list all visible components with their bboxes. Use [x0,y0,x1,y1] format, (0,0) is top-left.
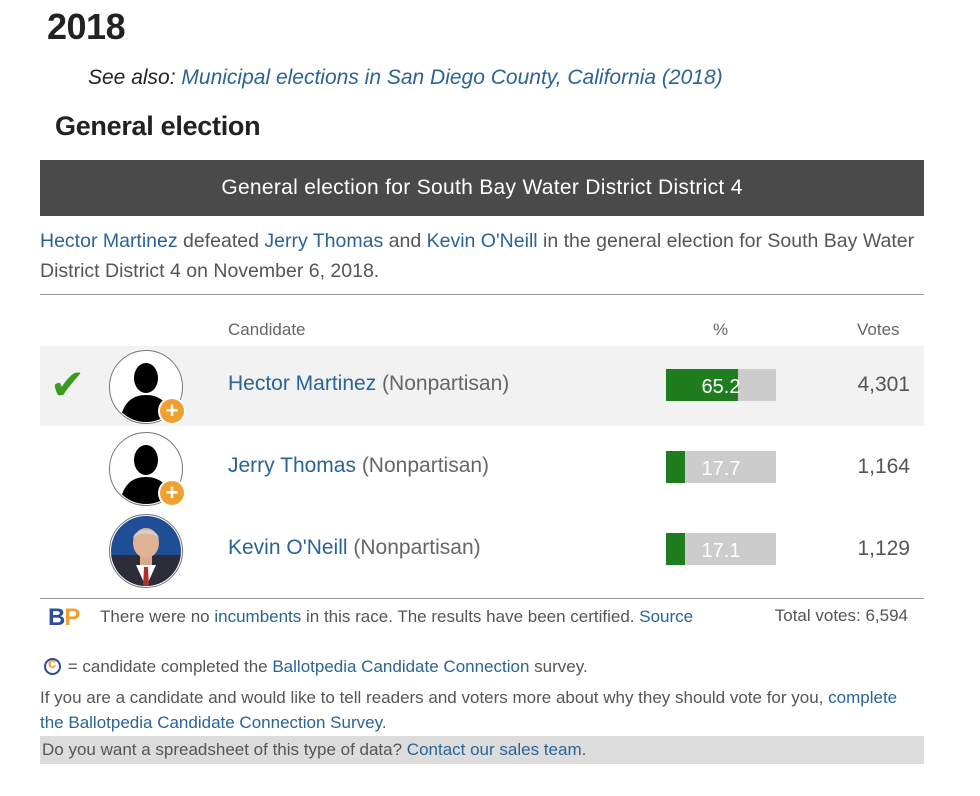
year-heading: 2018 [47,6,126,47]
percent-label: 65.2 [701,376,741,398]
headshot-icon [111,516,181,586]
incumbents-link[interactable]: incumbents [214,607,302,626]
divider [40,598,924,599]
summary-opponent-link[interactable]: Kevin O'Neill [426,230,538,252]
percent-bar: 17.1 [666,533,776,565]
survey-invite: If you are a candidate and would like to… [40,688,898,732]
candidate-row: Kevin O'Neill (Nonpartisan) 17.1 1,129 [40,510,924,590]
winner-check-icon: ✔ [50,361,86,408]
sales-contact-link[interactable]: Contact our sales team [406,740,582,759]
percent-bar: 17.7 [666,451,776,483]
survey-link[interactable]: complete the Ballotpedia Candidate Conne… [40,688,898,732]
candidate-party: (Nonpartisan) [376,372,510,395]
candidate-connection-icon [44,655,61,675]
candidate-photo[interactable] [109,514,183,588]
candidate-name: Jerry Thomas (Nonpartisan) [228,454,489,478]
plus-icon[interactable]: + [158,397,186,425]
see-also-label: See also: [88,66,176,89]
candidate-name: Hector Martinez (Nonpartisan) [228,372,509,396]
candidate-photo[interactable]: + [109,432,186,507]
vote-count: 1,164 [857,455,910,478]
vote-count: 1,129 [857,537,910,560]
candidate-link[interactable]: Jerry Thomas [228,454,356,477]
percent-bar-fill [666,451,686,483]
candidate-row: ✔ + Hector Martinez (Nonpartisan) 65.2 4… [40,346,924,426]
sales-banner: Do you want a spreadsheet of this type o… [40,736,924,764]
column-header-candidate: Candidate [228,320,306,339]
percent-label: 17.1 [701,540,741,562]
see-also: See also: Municipal elections in San Die… [88,66,723,90]
summary-winner-link[interactable]: Hector Martinez [40,230,178,252]
see-also-link[interactable]: Municipal elections in San Diego County,… [181,66,723,89]
results-notes: There were no incumbents in this race. T… [100,607,694,626]
ballotpedia-logo: BP [48,604,80,631]
section-title: General election [55,111,261,141]
summary-opponent-link[interactable]: Jerry Thomas [264,230,384,252]
candidate-photo[interactable]: + [109,350,186,425]
total-votes: Total votes: 6,594 [774,606,908,625]
results-box-header: General election for South Bay Water Dis… [40,160,924,216]
candidate-connection-link[interactable]: Ballotpedia Candidate Connection [272,657,530,676]
percent-bar: 65.2 [666,369,776,401]
percent-bar-fill [666,533,685,565]
vote-count: 4,301 [857,373,910,396]
candidate-party: (Nonpartisan) [355,454,490,477]
candidate-name: Kevin O'Neill (Nonpartisan) [228,536,481,560]
divider [40,294,924,295]
candidate-row: + Jerry Thomas (Nonpartisan) 17.7 1,164 [40,428,924,508]
source-link[interactable]: Source [639,607,694,626]
results-summary: Hector Martinez defeated Jerry Thomas an… [40,226,924,286]
candidate-connection-note: = candidate completed the Ballotpedia Ca… [44,655,588,677]
percent-bar-fill [666,369,738,401]
candidate-party: (Nonpartisan) [347,536,481,559]
candidate-link[interactable]: Hector Martinez [228,372,377,395]
summary-text: and [383,230,427,252]
plus-icon[interactable]: + [158,479,186,507]
column-header-votes: Votes [857,320,900,339]
summary-text: defeated [177,230,265,252]
percent-label: 17.7 [701,458,741,480]
summary-text: in the general election for South Bay Wa… [40,230,915,282]
candidate-link[interactable]: Kevin O'Neill [228,536,348,559]
column-header-percent: % [713,320,729,339]
